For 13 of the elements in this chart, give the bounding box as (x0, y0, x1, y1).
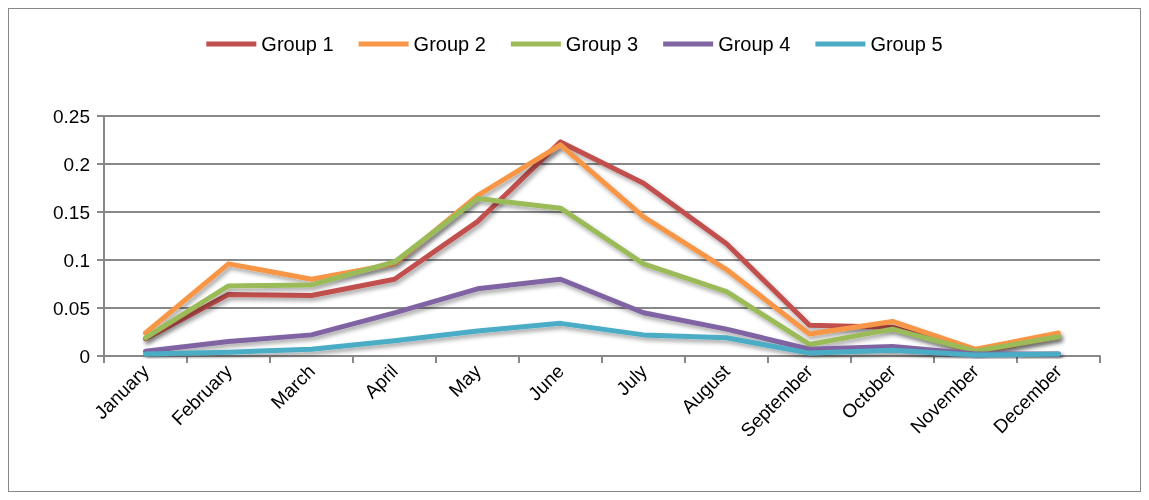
y-tick-label: 0.15 (53, 201, 90, 223)
legend-label: Group 3 (565, 33, 639, 55)
x-tick-label: July (612, 360, 652, 400)
y-tick-label: 0.1 (63, 249, 90, 271)
legend-label: Group 2 (413, 33, 486, 55)
y-tick-label: 0 (79, 345, 90, 367)
legend-label: Group 4 (718, 33, 791, 55)
y-tick-label: 0.05 (53, 297, 90, 319)
legend-label: Group 1 (261, 33, 334, 55)
y-tick-label: 0.2 (63, 153, 90, 175)
y-tick-label: 0.25 (53, 105, 90, 127)
legend-label: Group 5 (870, 33, 943, 55)
x-tick-label: May (444, 360, 486, 401)
